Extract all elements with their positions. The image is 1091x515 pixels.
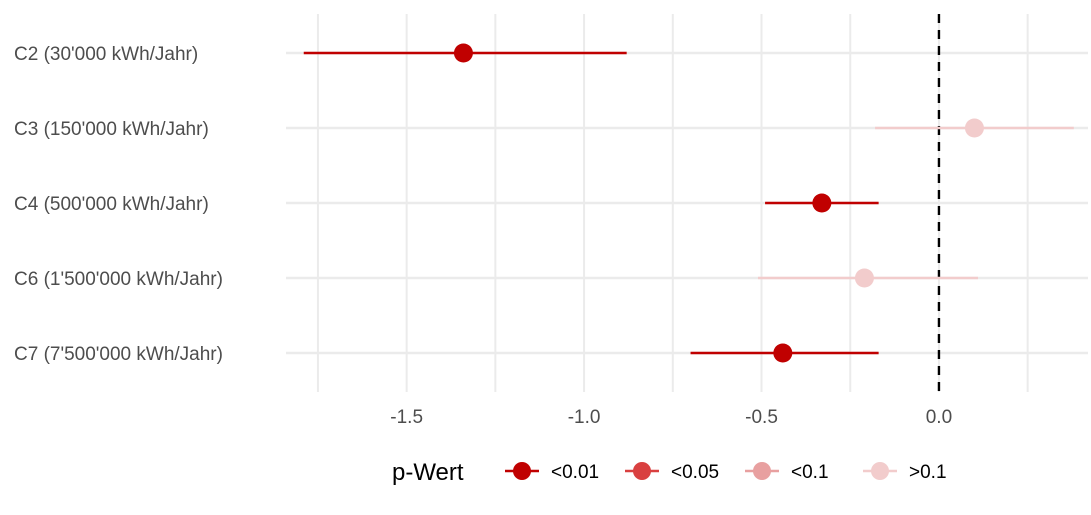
category-labels: C2 (30'000 kWh/Jahr) C3 (150'000 kWh/Jahr… [14, 44, 223, 365]
grid-layer [286, 14, 1088, 392]
x-tick-label: -1.0 [568, 407, 601, 428]
category-label: C6 (1'500'000 kWh/Jahr) [14, 269, 223, 290]
legend-label: <0.01 [551, 462, 599, 483]
legend-label: <0.1 [791, 462, 829, 483]
legend-key-point [513, 462, 531, 480]
estimate-point [812, 193, 832, 213]
category-label: C7 (7'500'000 kWh/Jahr) [14, 344, 223, 365]
x-tick-label: 0.0 [926, 407, 952, 428]
estimate-point [854, 268, 874, 288]
legend-key-point [871, 462, 889, 480]
category-label: C3 (150'000 kWh/Jahr) [14, 119, 209, 140]
category-label: C2 (30'000 kWh/Jahr) [14, 44, 198, 65]
category-label: C4 (500'000 kWh/Jahr) [14, 194, 209, 215]
legend-label: <0.05 [671, 462, 719, 483]
legend: p-Wert <0.01 <0.05 <0.1 >0.1 [392, 459, 947, 486]
estimate-point [453, 43, 473, 63]
estimate-point [773, 343, 793, 363]
legend-label: >0.1 [909, 462, 947, 483]
estimate-point [964, 118, 984, 138]
x-tick-label: -0.5 [745, 407, 778, 428]
legend-key-point [633, 462, 651, 480]
x-tick-label: -1.5 [390, 407, 423, 428]
legend-title: p-Wert [392, 459, 464, 486]
x-axis-tick-labels: -1.5 -1.0 -0.5 0.0 [390, 407, 952, 428]
data-marks-layer [303, 43, 1074, 363]
legend-key-point [753, 462, 771, 480]
